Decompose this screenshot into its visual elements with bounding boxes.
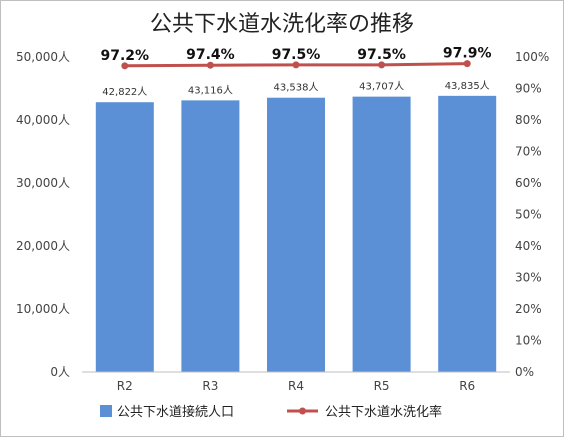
y2-axis-tick-label: 60% [515, 176, 542, 190]
bar [352, 96, 411, 372]
chart-title: 公共下水道水洗化率の推移 [149, 12, 414, 37]
y2-axis-tick-label: 30% [515, 271, 542, 285]
y-axis-tick-label: 30,000人 [16, 176, 70, 190]
bar [438, 95, 497, 372]
line-value-label: 97.2% [101, 48, 150, 64]
x-axis-tick-label: R2 [117, 379, 133, 393]
x-axis-tick-label: R3 [202, 379, 218, 393]
bar-value-label: 42,822人 [102, 86, 147, 98]
legend-bar-swatch [100, 405, 112, 417]
y-axis-tick-label: 40,000人 [16, 113, 70, 127]
bar [181, 100, 240, 372]
y-axis-tick-label: 50,000人 [16, 50, 70, 64]
y2-axis-tick-label: 70% [515, 145, 542, 159]
line-value-label: 97.5% [272, 47, 321, 63]
line-point [378, 61, 386, 69]
y2-axis-tick-label: 100% [515, 50, 549, 64]
line-value-label: 97.4% [186, 47, 235, 63]
y-axis-tick-label: 20,000人 [16, 239, 70, 253]
bar-value-label: 43,835人 [445, 80, 490, 92]
bar-value-label: 43,538人 [274, 82, 319, 94]
y2-axis-tick-label: 10% [515, 334, 542, 348]
line-point [292, 61, 300, 69]
line-value-label: 97.9% [443, 46, 492, 62]
y-axis-tick-label: 10,000人 [16, 302, 70, 316]
y2-axis-tick-label: 80% [515, 113, 542, 127]
legend-line-label: 公共下水道水洗化率 [325, 404, 442, 420]
bar-value-label: 43,707人 [359, 81, 404, 93]
legend-line-marker [299, 407, 306, 415]
line-point [121, 62, 129, 70]
y-axis-tick-label: 0人 [50, 365, 70, 379]
line-point [463, 60, 471, 68]
x-axis-tick-label: R5 [374, 379, 390, 393]
y2-axis-tick-label: 0% [515, 365, 534, 379]
line-value-label: 97.5% [357, 47, 406, 63]
y2-axis-tick-label: 40% [515, 239, 542, 253]
y2-axis-tick-label: 90% [515, 82, 542, 96]
legend-bar-label: 公共下水道接続人口 [117, 404, 234, 420]
y2-axis-tick-label: 20% [515, 302, 542, 316]
bar-value-label: 43,116人 [188, 84, 233, 96]
bar [267, 97, 325, 372]
line-point [206, 61, 214, 69]
x-axis-tick-label: R4 [288, 379, 304, 393]
y2-axis-tick-label: 50% [515, 208, 542, 222]
x-axis-tick-label: R6 [459, 379, 475, 393]
bar [95, 102, 154, 372]
